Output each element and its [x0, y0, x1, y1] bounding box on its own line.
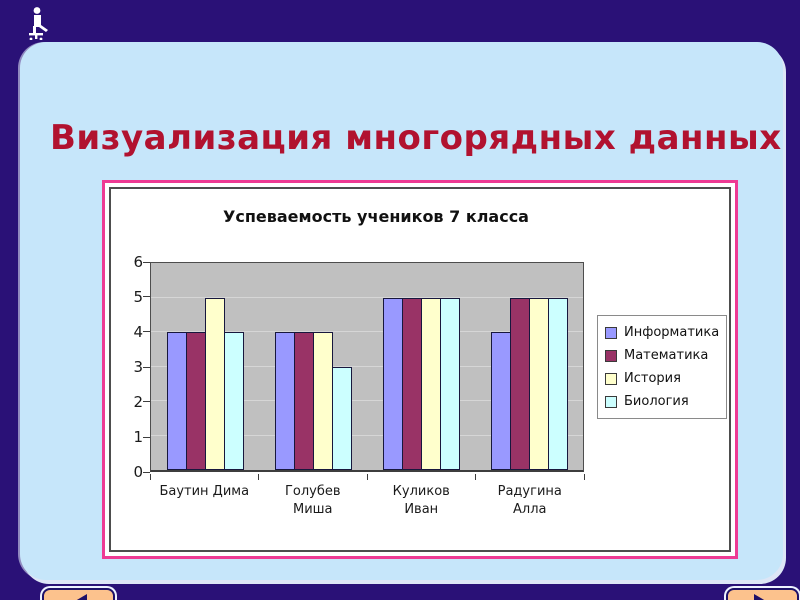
- x-axis-labels: Баутин Дима Голубев Миша Куликов Иван Радуг…: [150, 483, 584, 527]
- bar-История: [313, 332, 333, 470]
- bar-Информатика: [383, 297, 403, 470]
- right-triangle-icon: [754, 594, 771, 600]
- bar-Биология: [332, 366, 352, 470]
- bar-group: [475, 263, 583, 470]
- bar-Биология: [224, 332, 244, 470]
- x-axis-label: Куликов Иван: [392, 484, 450, 517]
- legend-label: Информатика: [624, 325, 720, 340]
- x-axis-tick: [149, 474, 151, 480]
- y-axis-tick: [143, 331, 150, 333]
- bar-История: [421, 297, 441, 470]
- y-axis-label: 1: [133, 428, 143, 446]
- legend-swatch: [605, 372, 617, 385]
- previous-slide-button[interactable]: [42, 588, 115, 600]
- slide-body: Визуализация многорядных данных Успеваем…: [20, 42, 799, 600]
- chart-title: Успеваемость учеников 7 класса: [223, 207, 529, 226]
- y-axis-label: 2: [133, 392, 143, 411]
- y-axis-tick: [143, 296, 150, 298]
- legend-item: Биология: [605, 394, 719, 409]
- x-axis-tick: [258, 474, 259, 480]
- legend-item: История: [605, 371, 719, 386]
- bar-Математика: [294, 332, 314, 470]
- chart-legend: Информатика Математика История Биология: [597, 315, 727, 419]
- bar-Математика: [402, 297, 422, 470]
- legend-swatch: [605, 326, 617, 339]
- bar-Информатика: [275, 332, 295, 470]
- bar-История: [205, 297, 225, 470]
- chart: Успеваемость учеников 7 класса 0 1 2 3 4 5 6 Б…: [109, 187, 731, 552]
- bar-group: [259, 263, 367, 470]
- gridline: [151, 400, 583, 402]
- y-axis-tick: [143, 471, 150, 473]
- bar-История: [529, 297, 549, 470]
- gridline: [151, 331, 583, 333]
- legend-item: Математика: [605, 348, 719, 363]
- legend-swatch: [605, 395, 617, 408]
- bar-Математика: [186, 332, 206, 470]
- person-on-chair-icon: [29, 7, 48, 40]
- legend-swatch: [605, 349, 617, 362]
- legend-label: Математика: [624, 348, 709, 363]
- x-axis-tick: [475, 474, 476, 480]
- plot-area: [150, 262, 584, 472]
- left-triangle-icon: [70, 594, 87, 600]
- y-axis-label: 3: [133, 358, 143, 376]
- y-axis-label: 4: [133, 322, 143, 341]
- next-slide-button[interactable]: [726, 588, 799, 600]
- legend-label: Биология: [624, 394, 689, 409]
- y-axis-tick: [143, 436, 150, 438]
- bar-Информатика: [491, 332, 511, 470]
- bar-Математика: [510, 297, 530, 470]
- legend-label: История: [624, 371, 681, 386]
- bar-group: [367, 263, 475, 470]
- gridline: [151, 435, 583, 436]
- bar-group: [151, 263, 259, 470]
- x-axis-tick: [366, 474, 368, 480]
- x-axis-tick: [583, 474, 585, 480]
- chart-frame: Успеваемость учеников 7 класса 0 1 2 3 4 5 6 Б…: [102, 180, 738, 559]
- y-axis-label: 0: [133, 463, 143, 481]
- y-axis-labels: 0 1 2 3 4 5 6: [111, 253, 143, 481]
- x-axis-label: Радугина Алла: [497, 484, 562, 517]
- bar-Информатика: [167, 332, 187, 470]
- y-axis-tick: [143, 401, 150, 403]
- y-axis-label: 5: [133, 287, 143, 306]
- slide-title: Визуализация многорядных данных: [50, 118, 782, 158]
- y-axis-ticks: [143, 261, 150, 473]
- gridline: [151, 296, 583, 298]
- bar-Биология: [548, 297, 568, 470]
- x-axis-label: Баутин Дима: [159, 484, 250, 499]
- bar-Биология: [440, 297, 460, 470]
- x-axis-label: Голубев Миша: [284, 484, 341, 517]
- y-axis-tick: [143, 261, 150, 263]
- x-axis-ticks: [149, 474, 585, 480]
- y-axis-label: 6: [133, 253, 143, 271]
- legend-item: Информатика: [605, 325, 719, 340]
- gridline: [151, 366, 583, 367]
- y-axis-tick: [143, 366, 150, 368]
